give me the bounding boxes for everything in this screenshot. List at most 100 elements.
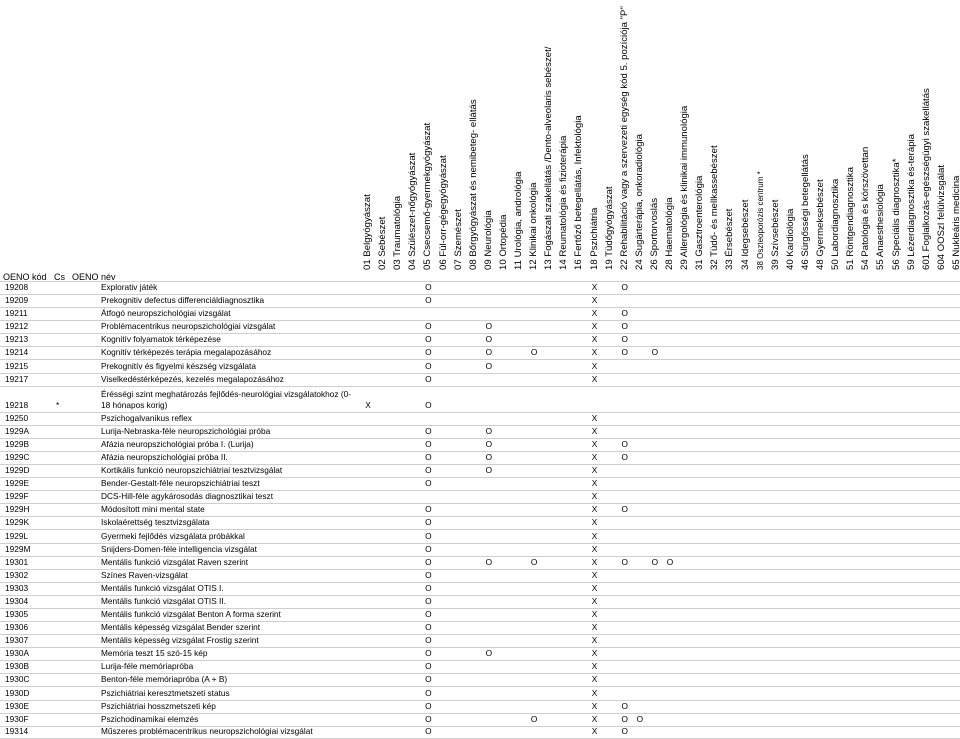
table-row: 19302 Színes Raven-vizsgálat X O xyxy=(0,568,960,582)
row-code: 19213 xyxy=(5,334,29,345)
mark-22: O xyxy=(621,700,628,711)
row-code: 1929M xyxy=(5,543,31,554)
row-code: 19303 xyxy=(5,582,29,593)
mark-18: X xyxy=(591,700,598,711)
row-name: Kognitív térképezés terápia megalapozásá… xyxy=(101,347,272,358)
mark-09: O xyxy=(485,321,493,332)
mark-18: X xyxy=(591,635,598,646)
mark-05: O xyxy=(425,295,432,306)
mark-18: X xyxy=(591,543,598,554)
mark-22: O xyxy=(621,452,628,463)
table-row: 19211 Átfogó neuropszichológiai vizsgálat… xyxy=(0,307,960,320)
mark-18: X xyxy=(591,491,598,502)
table-row: 19214 Kognitív térképezés terápia megalap… xyxy=(0,346,960,359)
row-name: Memória teszt 15 szó-15 kép xyxy=(101,648,208,659)
mark-05: O xyxy=(425,569,432,580)
row-code: 1929F xyxy=(5,491,29,502)
row-code: 19218 xyxy=(5,399,29,410)
mark-09: O xyxy=(485,334,493,345)
row-name: Mentális funkció vizsgálat OTIS II. xyxy=(101,595,226,606)
mark-18: X xyxy=(591,530,598,541)
mark-05: O xyxy=(425,582,432,593)
table-row: 1929D Kortikális funkció neuropszichiátri… xyxy=(0,464,960,477)
table-row: 19215 Prekognitív és figyelmi készség viz… xyxy=(0,359,960,372)
mark-18: X xyxy=(591,295,598,306)
mark-22: O xyxy=(621,504,628,515)
mark-12: O xyxy=(530,556,538,567)
table-row: 19218 * Érésségi szint meghatározás fejlőd… xyxy=(0,385,960,412)
row-name: Iskolaérettség tesztvizsgálata xyxy=(101,517,210,528)
row-name: Afázia neuropszichológiai próba I. (Luri… xyxy=(101,439,254,450)
mark-09: O xyxy=(485,439,493,450)
row-code: 1929L xyxy=(5,530,29,541)
header-cs: Cs xyxy=(54,272,65,282)
table-row: 19250 Pszichogalvanikus reflex X xyxy=(0,411,960,425)
mark-05: O xyxy=(425,595,432,606)
mark-05: O xyxy=(425,517,432,528)
row-code: 1929K xyxy=(5,517,29,528)
mark-05: O xyxy=(425,321,432,332)
mark-18: X xyxy=(591,321,598,332)
mark-22: O xyxy=(621,282,628,293)
mark-18: X xyxy=(591,504,598,515)
row-name: Pszichogalvanikus reflex xyxy=(101,412,192,423)
mark-18: X xyxy=(591,478,598,489)
row-name: Prekognitív és figyelmi készség vizsgála… xyxy=(101,360,256,371)
mark-18: X xyxy=(591,452,598,463)
row-name: Mentális képesség vizsgálat Bender szeri… xyxy=(101,622,261,633)
row-name: Prekognitiv defectus differenciáldiagnos… xyxy=(101,295,265,306)
table-row: 19303 Mentális funkció vizsgálat OTIS I. X… xyxy=(0,581,960,595)
mark-05: O xyxy=(425,282,432,293)
row-code: 19211 xyxy=(5,308,28,319)
mark-05: O xyxy=(425,674,432,685)
row-code: 1930A xyxy=(5,648,29,659)
table-row: 1929A Lurija-Nebraska-féle neuropszicholó… xyxy=(0,424,960,438)
mark-05: O xyxy=(425,635,432,646)
mark-18: X xyxy=(591,595,598,606)
mark-18: X xyxy=(591,661,598,672)
mark-05: O xyxy=(425,725,432,736)
mark-18: X xyxy=(591,425,598,436)
row-name: Problémacentrikus neuropszichológiai viz… xyxy=(101,321,276,332)
row-name: Érésségi szint meghatározás fejlődés-neu… xyxy=(101,388,351,410)
table-row: 19305 Mentális funkció vizsgálat Benton A… xyxy=(0,607,960,621)
table-row: 1930F Pszichodinamikai elemzés O X O O O xyxy=(0,712,960,726)
mark-18: X xyxy=(591,465,598,476)
mark-18: X xyxy=(591,439,598,450)
mark-18: X xyxy=(591,334,598,345)
mark-24: O xyxy=(636,713,644,724)
row-code: 19301 xyxy=(5,556,29,567)
row-name: Gyermeki fejlődés vizsgálata próbákkal xyxy=(101,530,245,541)
mark-09: O xyxy=(485,452,493,463)
table-row: 1929K Iskolaérettség tesztvizsgálata X O xyxy=(0,516,960,529)
row-code: 1929A xyxy=(5,425,29,436)
mark-05: O xyxy=(425,543,432,554)
row-name: Mentális képesség vizsgálat Frostig szer… xyxy=(101,635,259,646)
row-name: Módosított mini mental state xyxy=(101,504,205,515)
row-name: Afázia neuropszichológiai próba II. xyxy=(101,452,228,463)
mark-05: O xyxy=(425,360,432,371)
mark-18: X xyxy=(591,360,598,371)
mark-09: O xyxy=(485,465,493,476)
row-code: 1929C xyxy=(5,452,30,463)
row-code: 19214 xyxy=(5,347,29,358)
mark-22: O xyxy=(621,725,628,736)
row-code: 19215 xyxy=(5,360,29,371)
row-code: 19305 xyxy=(5,609,29,620)
mark-22: O xyxy=(621,556,628,567)
mark-05: O xyxy=(425,478,432,489)
row-code: 1930E xyxy=(5,700,29,711)
mark-05: O xyxy=(425,425,432,436)
table-row: 19208 Explorativ játék X O O xyxy=(0,281,960,294)
table-row: 1930B Lurija-féle memóriapróba X O xyxy=(0,660,960,673)
mark-05: O xyxy=(425,609,432,620)
mark-22: O xyxy=(621,713,628,724)
table-row: 19304 Mentális funkció vizsgálat OTIS II.… xyxy=(0,594,960,608)
row-name: Kortikális funkció neuropszichiátriai te… xyxy=(101,465,283,476)
row-code: 1930F xyxy=(5,713,29,724)
mark-05: O xyxy=(425,648,432,659)
mark-18: X xyxy=(591,648,598,659)
mark-09: O xyxy=(485,556,493,567)
table-row: 19209 Prekognitiv defectus differenciáldi… xyxy=(0,294,960,307)
row-name: Mentális funkció vizsgálat Raven szerint xyxy=(101,556,249,567)
